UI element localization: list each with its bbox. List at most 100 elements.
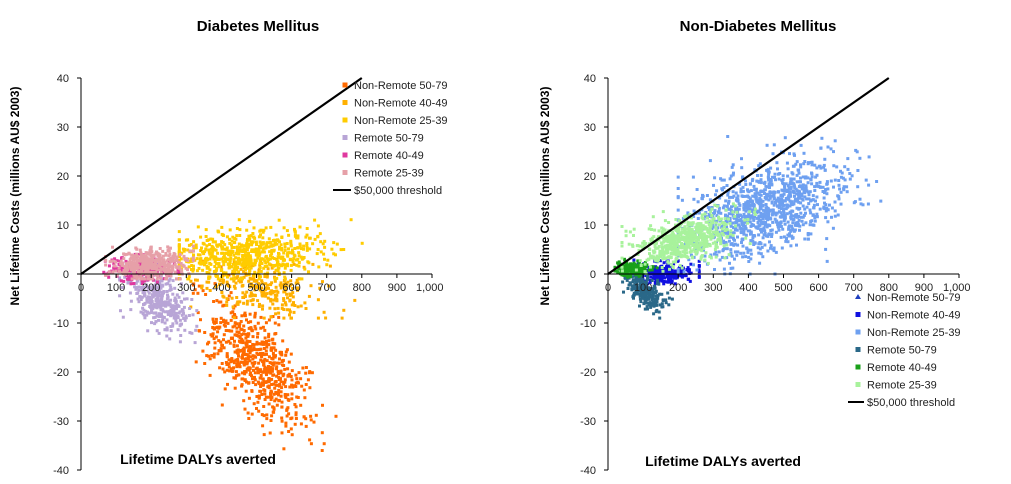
data-point: [317, 224, 320, 227]
data-point: [183, 258, 186, 261]
data-point: [660, 293, 663, 296]
data-point: [308, 247, 311, 250]
data-point: [179, 334, 182, 337]
data-point: [251, 329, 254, 332]
data-point: [291, 393, 294, 396]
data-point: [295, 377, 298, 380]
data-point: [139, 251, 142, 254]
data-point: [803, 152, 806, 155]
data-point: [241, 265, 244, 268]
data-point: [625, 230, 628, 233]
data-point: [180, 323, 183, 326]
data-point: [629, 230, 632, 233]
data-point: [293, 403, 296, 406]
data-point: [298, 371, 301, 374]
data-point: [146, 252, 149, 255]
data-point: [326, 259, 329, 262]
data-point: [243, 329, 246, 332]
data-point: [268, 380, 271, 383]
data-point: [130, 282, 133, 285]
data-point: [151, 262, 154, 265]
data-point: [311, 242, 314, 245]
data-point: [244, 256, 247, 259]
data-point: [257, 322, 260, 325]
data-point: [170, 329, 173, 332]
data-point: [269, 241, 272, 244]
data-point: [128, 261, 131, 264]
data-point: [139, 249, 142, 252]
data-point: [254, 262, 257, 265]
data-point: [783, 219, 786, 222]
data-point: [778, 210, 781, 213]
data-point: [697, 217, 700, 220]
data-point: [759, 190, 762, 193]
data-point: [195, 360, 198, 363]
data-point: [715, 189, 718, 192]
data-point: [230, 277, 233, 280]
data-point: [294, 230, 297, 233]
data-point: [289, 317, 292, 320]
legend-square-marker: [343, 118, 348, 123]
data-point: [293, 304, 296, 307]
data-point: [787, 167, 790, 170]
data-point: [668, 268, 671, 271]
data-point: [238, 340, 241, 343]
legend-label: Remote 25-39: [354, 168, 424, 180]
data-point: [768, 224, 771, 227]
data-point: [221, 246, 224, 249]
data-point: [740, 231, 743, 234]
data-point: [812, 206, 815, 209]
data-point: [259, 262, 262, 265]
data-point: [294, 423, 297, 426]
data-point: [178, 238, 181, 241]
data-point: [744, 227, 747, 230]
data-point: [729, 222, 732, 225]
data-point: [270, 419, 273, 422]
data-point: [856, 169, 859, 172]
data-point: [218, 243, 221, 246]
data-point: [770, 244, 773, 247]
data-point: [201, 350, 204, 353]
data-point: [108, 264, 111, 267]
data-point: [758, 210, 761, 213]
data-point: [797, 169, 800, 172]
data-point: [766, 218, 769, 221]
data-point: [211, 335, 214, 338]
data-point: [340, 248, 343, 251]
data-point: [280, 380, 283, 383]
data-point: [160, 313, 163, 316]
data-point: [221, 233, 224, 236]
data-point: [166, 318, 169, 321]
data-point: [760, 228, 763, 231]
data-point: [281, 264, 284, 267]
data-point: [189, 250, 192, 253]
data-point: [730, 267, 733, 270]
data-point: [199, 257, 202, 260]
data-point: [290, 269, 293, 272]
data-point: [227, 250, 230, 253]
data-point: [838, 184, 841, 187]
data-point: [270, 398, 273, 401]
data-point: [267, 396, 270, 399]
data-point: [782, 174, 785, 177]
data-point: [648, 269, 651, 272]
data-point: [208, 253, 211, 256]
data-point: [279, 384, 282, 387]
data-point: [287, 247, 290, 250]
data-point: [820, 137, 823, 140]
data-point: [632, 259, 635, 262]
data-point: [174, 317, 177, 320]
data-point: [192, 254, 195, 257]
data-point: [248, 397, 251, 400]
data-point: [241, 341, 244, 344]
data-point: [766, 250, 769, 253]
data-point: [753, 235, 756, 238]
data-point: [658, 229, 661, 232]
data-point: [714, 241, 717, 244]
data-point: [273, 277, 276, 280]
data-point: [627, 265, 630, 268]
data-point: [170, 312, 173, 315]
data-point: [152, 254, 155, 257]
data-point: [783, 187, 786, 190]
